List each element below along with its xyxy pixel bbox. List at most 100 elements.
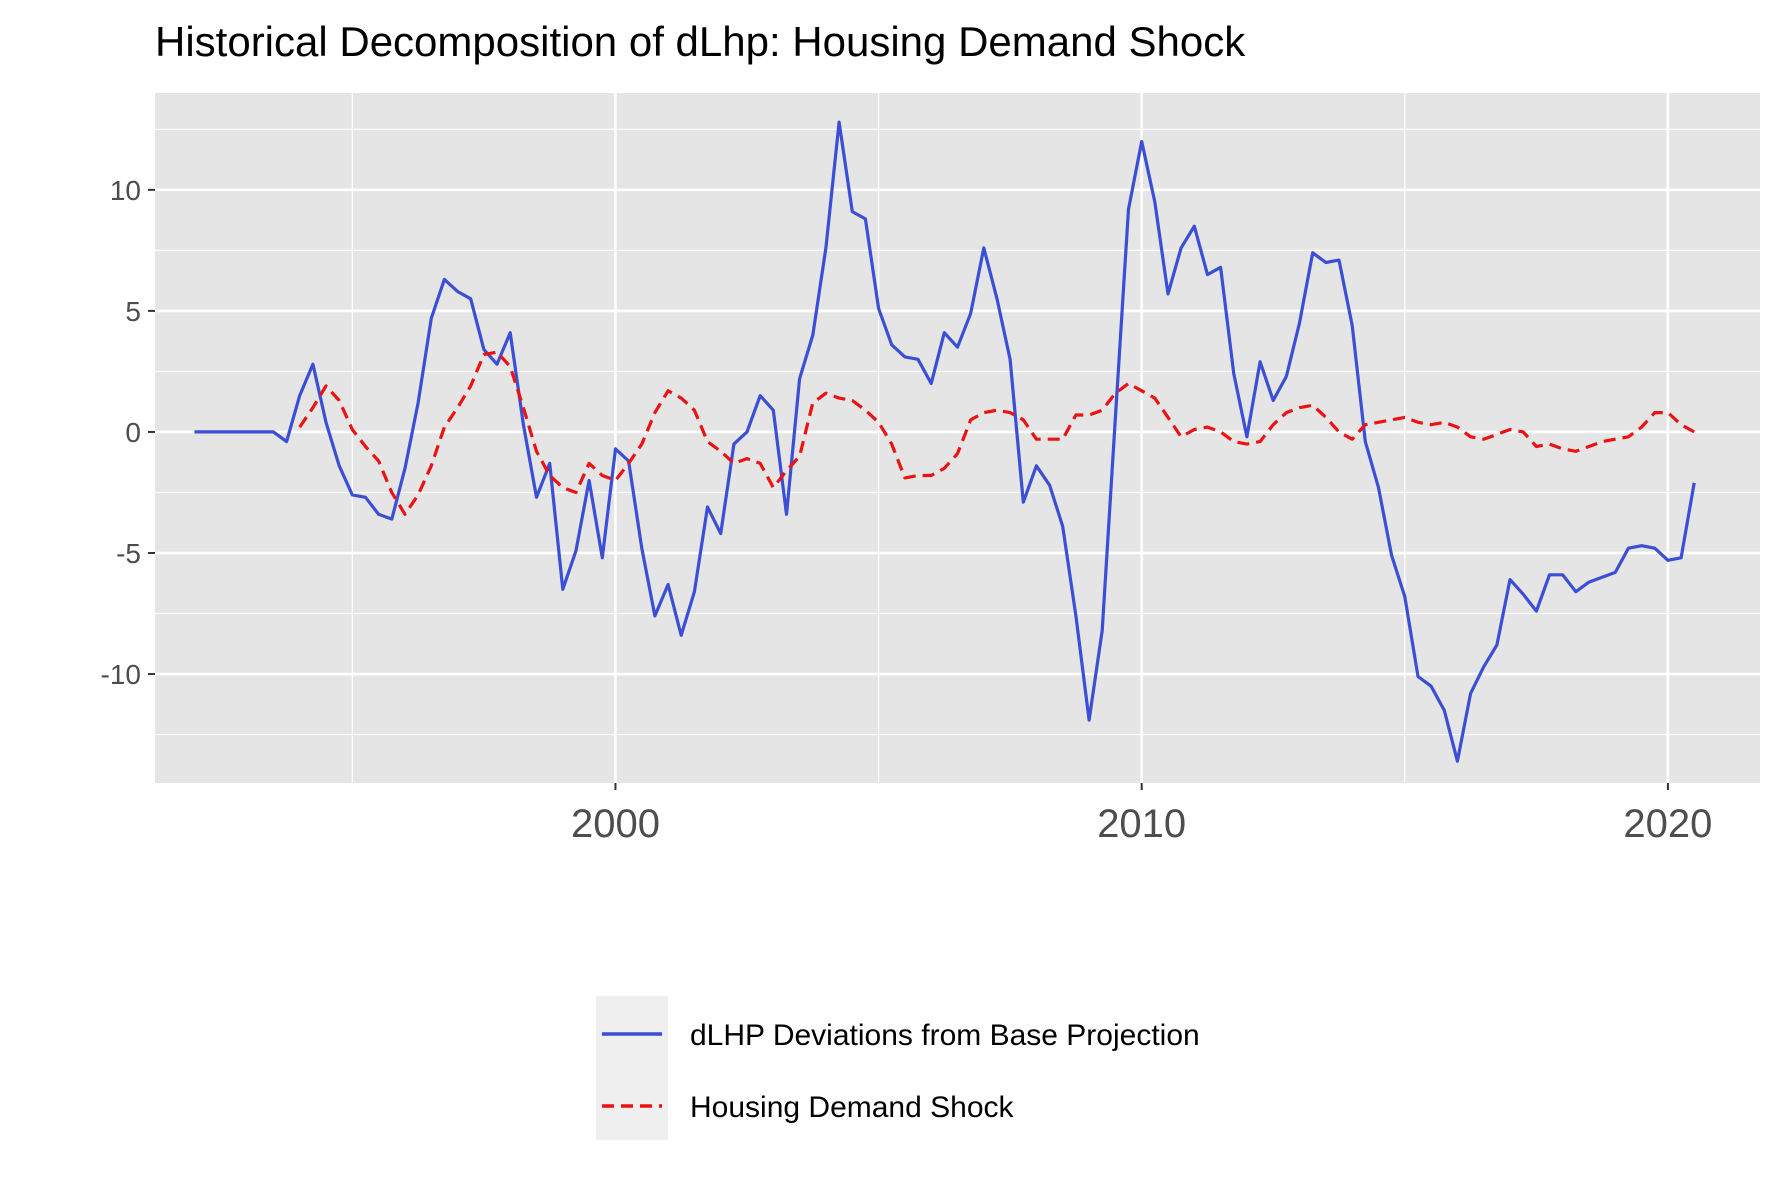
series-0-point (574, 549, 577, 552)
series-0-point (916, 358, 919, 361)
series-0-point (1285, 375, 1288, 378)
series-1-point (1219, 430, 1222, 433)
series-1-point (311, 406, 314, 409)
series-0-point (1666, 559, 1669, 562)
series-0-point (745, 430, 748, 433)
series-1-point (548, 474, 551, 477)
series-1-point (864, 409, 867, 412)
series-0-point (1456, 760, 1459, 763)
series-0-point (206, 430, 209, 433)
series-1-point (1469, 435, 1472, 438)
series-0-point (1574, 590, 1577, 593)
series-1-point (1679, 423, 1682, 426)
series-1-point (1666, 411, 1669, 414)
legend: dLHP Deviations from Base Projection Hou… (596, 996, 1200, 1140)
series-1-point (1390, 418, 1393, 421)
series-line-0 (194, 120, 1696, 763)
series-1-point (390, 491, 393, 494)
series-0-point (1403, 595, 1406, 598)
series-1-point (417, 493, 420, 496)
series-1-point (377, 459, 380, 462)
series-1-point (824, 392, 827, 395)
legend-key-background (596, 996, 668, 1140)
series-0-point (640, 547, 643, 550)
series-0-point (561, 588, 564, 591)
series-0-point (719, 532, 722, 535)
series-0-point (706, 505, 709, 508)
series-1-point (1035, 438, 1038, 441)
series-1-point (1627, 435, 1630, 438)
plot-panel (155, 93, 1760, 783)
series-0-point (1614, 571, 1617, 574)
series-1-point (1403, 416, 1406, 419)
series-1-point (1114, 392, 1117, 395)
series-0-point (903, 355, 906, 358)
series-1-point (588, 462, 591, 465)
series-0-point (798, 377, 801, 380)
series-1-point (719, 450, 722, 453)
series-1-point (1614, 438, 1617, 441)
series-1-point (1377, 421, 1380, 424)
series-1-point (1601, 440, 1604, 443)
series-0-point (1548, 573, 1551, 576)
series-1-point (495, 350, 498, 353)
series-1-point (982, 411, 985, 414)
series-0-point (1074, 614, 1077, 617)
series-0-point (614, 447, 617, 450)
series-0-point (1482, 665, 1485, 668)
legend-label-housing-demand: Housing Demand Shock (690, 1091, 1015, 1124)
series-0-point (877, 307, 880, 310)
series-0-point (403, 467, 406, 470)
series-0-point (443, 278, 446, 281)
series-1-point (640, 442, 643, 445)
series-0-point (995, 297, 998, 300)
series-0-point (1035, 464, 1038, 467)
series-0-point (1364, 440, 1367, 443)
series-0-point (969, 312, 972, 315)
series-0-point (1153, 200, 1156, 203)
y-axis: -10 -5 0 5 10 (101, 175, 155, 690)
series-1-point (1061, 438, 1064, 441)
series-1-point (1456, 426, 1459, 429)
series-0-point (1430, 685, 1433, 688)
series-1-point (614, 479, 617, 482)
series-0-point (890, 343, 893, 346)
series-1-point (1101, 409, 1104, 412)
series-1-point (338, 399, 341, 402)
series-1-point (1127, 382, 1130, 385)
series-1-point (351, 428, 354, 431)
series-0-point (943, 331, 946, 334)
series-1-point (837, 396, 840, 399)
series-1-point (1337, 430, 1340, 433)
series-0-point (811, 334, 814, 337)
series-1-point (482, 353, 485, 356)
series-1-point (680, 396, 683, 399)
series-0-point (653, 614, 656, 617)
series-0-point (1087, 718, 1090, 721)
series-0-point (535, 496, 538, 499)
series-1-point (785, 469, 788, 472)
series-0-point (390, 518, 393, 521)
series-1-point (1272, 423, 1275, 426)
series-0-point (732, 442, 735, 445)
series-1-point (732, 462, 735, 465)
series-0-point (548, 462, 551, 465)
series-0-point (837, 120, 840, 123)
series-1-point (1311, 404, 1314, 407)
series-1-point (1495, 433, 1498, 436)
series-0-point (1390, 554, 1393, 557)
series-0-point (430, 317, 433, 320)
series-0-point (1272, 399, 1275, 402)
series-layer (194, 120, 1696, 763)
series-0-point (693, 590, 696, 593)
series-1-point (1364, 423, 1367, 426)
series-1-point (509, 365, 512, 368)
series-0-point (824, 246, 827, 249)
series-0-point (759, 394, 762, 397)
series-1-point (364, 445, 367, 448)
series-1-point (916, 474, 919, 477)
series-0-point (1508, 578, 1511, 581)
series-1-point (456, 406, 459, 409)
series-0-point (1416, 675, 1419, 678)
